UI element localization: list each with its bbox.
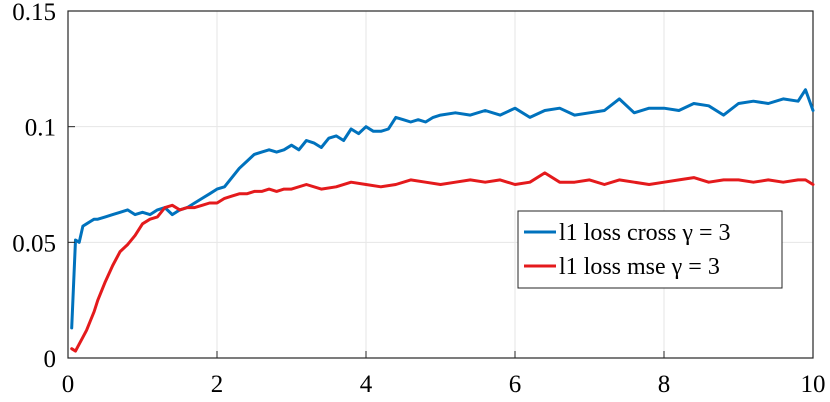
x-tick-label: 2 [211, 371, 224, 398]
legend-label-series-2: l1 loss mse γ = 3 [559, 254, 720, 280]
x-tick-label: 4 [360, 371, 373, 398]
x-tick-label: 0 [62, 371, 75, 398]
legend: l1 loss cross γ = 3 l1 loss mse γ = 3 [517, 210, 783, 289]
x-tick-label: 10 [801, 371, 826, 398]
y-tick-label: 0.15 [12, 0, 56, 26]
y-tick-label: 0 [44, 346, 57, 373]
x-tick-label: 6 [509, 371, 522, 398]
tick-labels: 0 2 4 6 8 10 0 0.05 0.1 0.15 [12, 0, 825, 398]
series-layer [70, 88, 815, 353]
series-line-1 [70, 88, 815, 330]
y-tick-label: 0.1 [25, 115, 56, 142]
x-tick-label: 8 [658, 371, 671, 398]
legend-box [517, 210, 783, 289]
y-tick-label: 0.05 [12, 230, 56, 257]
legend-label-series-1: l1 loss cross γ = 3 [559, 220, 730, 246]
series-line-2 [70, 171, 815, 353]
